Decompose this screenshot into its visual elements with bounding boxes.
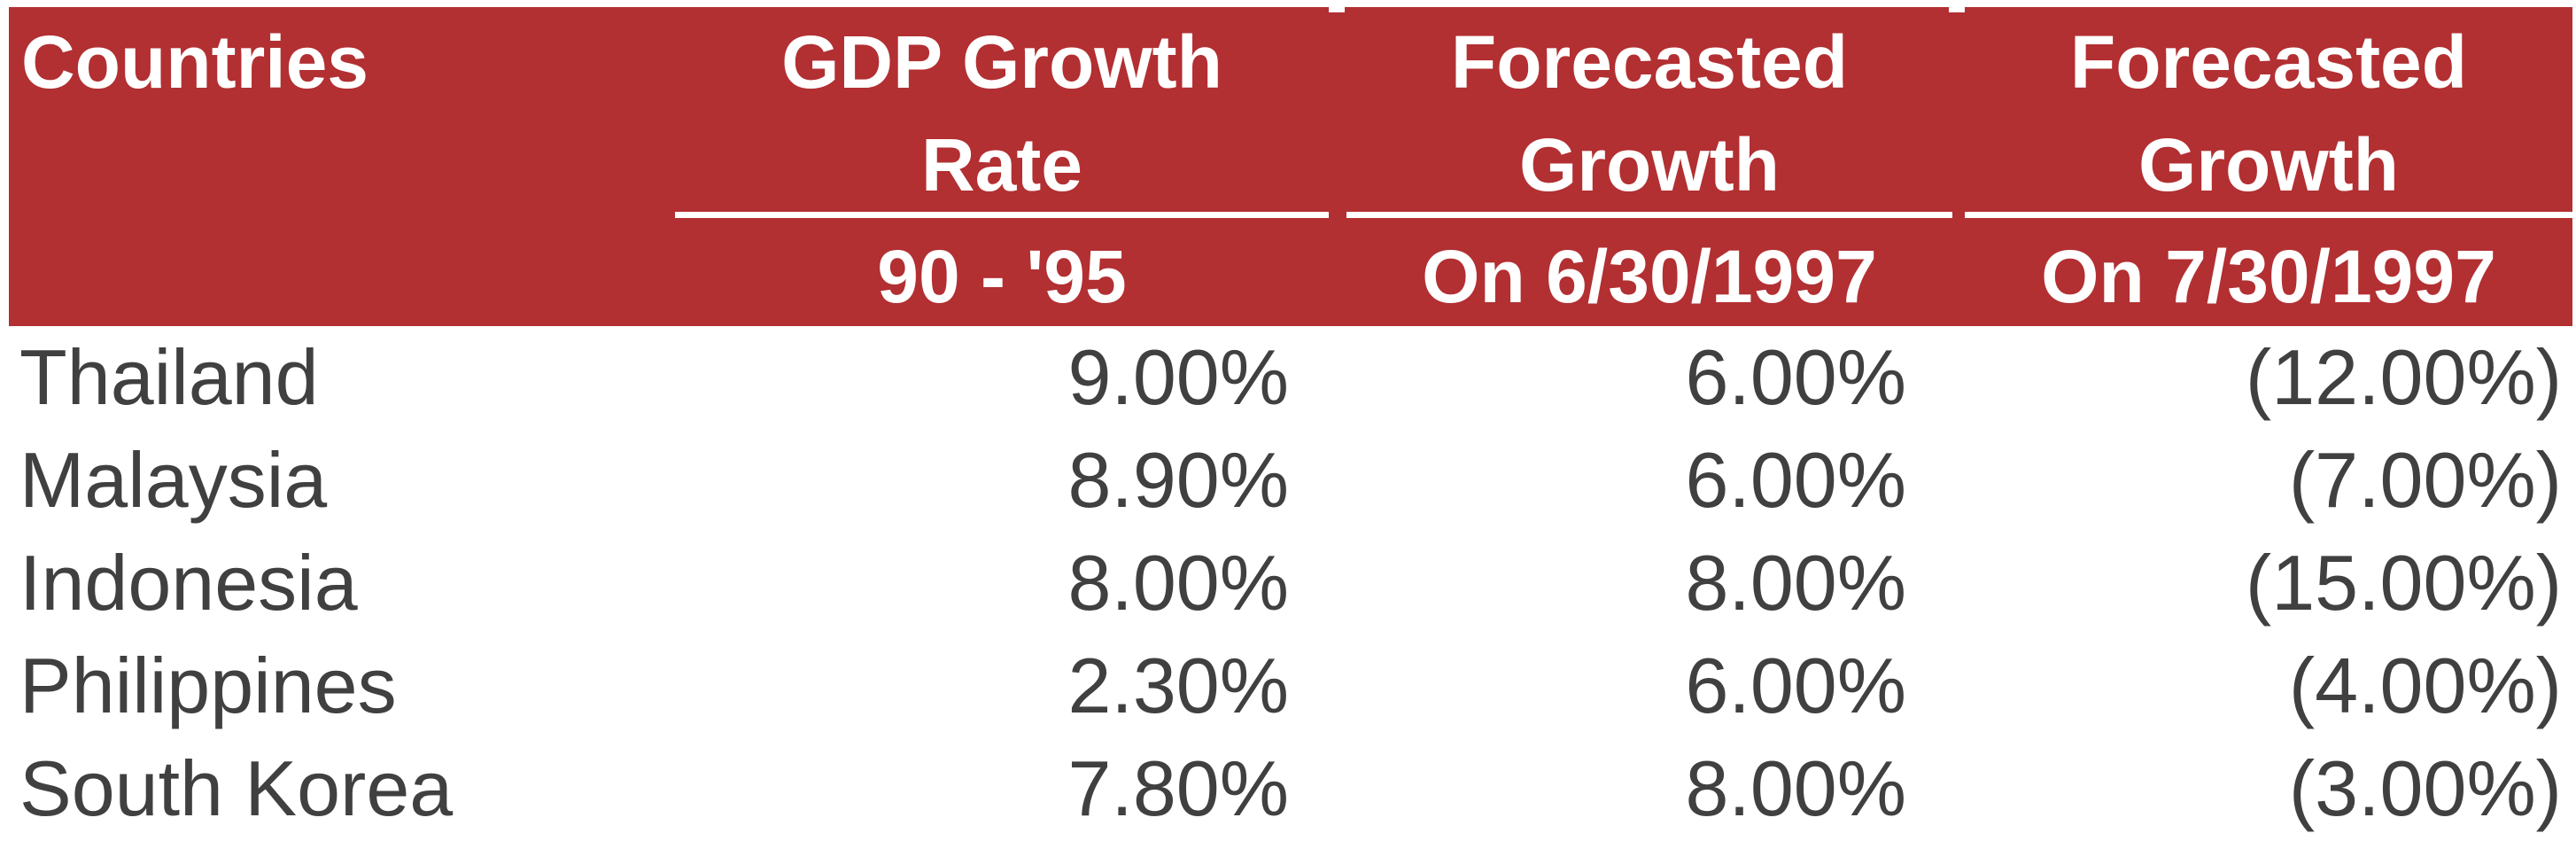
country-name: Philippines — [19, 642, 397, 729]
forecast-july-value: (4.00%) — [2288, 642, 2562, 729]
header-gdp-line1: GDP Growth — [781, 20, 1222, 104]
forecast-june-value: 8.00% — [1685, 539, 1906, 627]
gdp-growth-value: 8.90% — [1067, 436, 1289, 524]
header-countries: Countries — [21, 20, 369, 104]
country-name: South Korea — [19, 744, 454, 832]
header-gdp-period: 90 - '95 — [877, 235, 1127, 318]
forecast-july-value: (15.00%) — [2245, 539, 2562, 627]
gdp-growth-value: 9.00% — [1067, 333, 1289, 421]
gdp-growth-value: 2.30% — [1067, 642, 1289, 729]
header-gdp-line2: Rate — [920, 123, 1083, 206]
forecast-july-value: (3.00%) — [2288, 744, 2562, 832]
header-divider-gdp — [675, 212, 1329, 218]
forecast-july-value: (7.00%) — [2288, 436, 2562, 524]
header-notch — [1329, 7, 1345, 12]
country-name: Thailand — [19, 333, 319, 421]
header-forecast-july-date: On 7/30/1997 — [2041, 235, 2496, 318]
forecast-june-value: 6.00% — [1685, 333, 1906, 421]
forecast-june-value: 8.00% — [1685, 744, 1906, 832]
country-name: Malaysia — [19, 436, 328, 524]
table-row: Thailand 9.00% 6.00% (12.00%) — [0, 326, 2576, 429]
forecast-july-value: (12.00%) — [2245, 333, 2562, 421]
table-row: Philippines 2.30% 6.00% (4.00%) — [0, 635, 2576, 737]
table-row: Indonesia 8.00% 8.00% (15.00%) — [0, 532, 2576, 635]
header-forecast-july-line1: Forecasted — [2069, 20, 2468, 104]
forecast-june-value: 6.00% — [1685, 436, 1906, 524]
header-divider-forecast-june — [1346, 212, 1952, 218]
header-notch — [1949, 7, 1965, 12]
gdp-growth-value: 7.80% — [1067, 744, 1289, 832]
header-forecast-july-line2: Growth — [2138, 123, 2399, 206]
header-divider-forecast-july — [1965, 212, 2572, 218]
country-name: Indonesia — [19, 539, 358, 627]
table-row: South Korea 7.80% 8.00% (3.00%) — [0, 737, 2576, 840]
header-forecast-june-date: On 6/30/1997 — [1422, 235, 1877, 318]
forecast-june-value: 6.00% — [1685, 642, 1906, 729]
gdp-growth-value: 8.00% — [1067, 539, 1289, 627]
table-row: Malaysia 8.90% 6.00% (7.00%) — [0, 429, 2576, 532]
table-header: Countries GDP Growth Rate 90 - '95 Forec… — [9, 7, 2572, 326]
header-forecast-june-line1: Forecasted — [1450, 20, 1849, 104]
header-forecast-june-line2: Growth — [1519, 123, 1780, 206]
